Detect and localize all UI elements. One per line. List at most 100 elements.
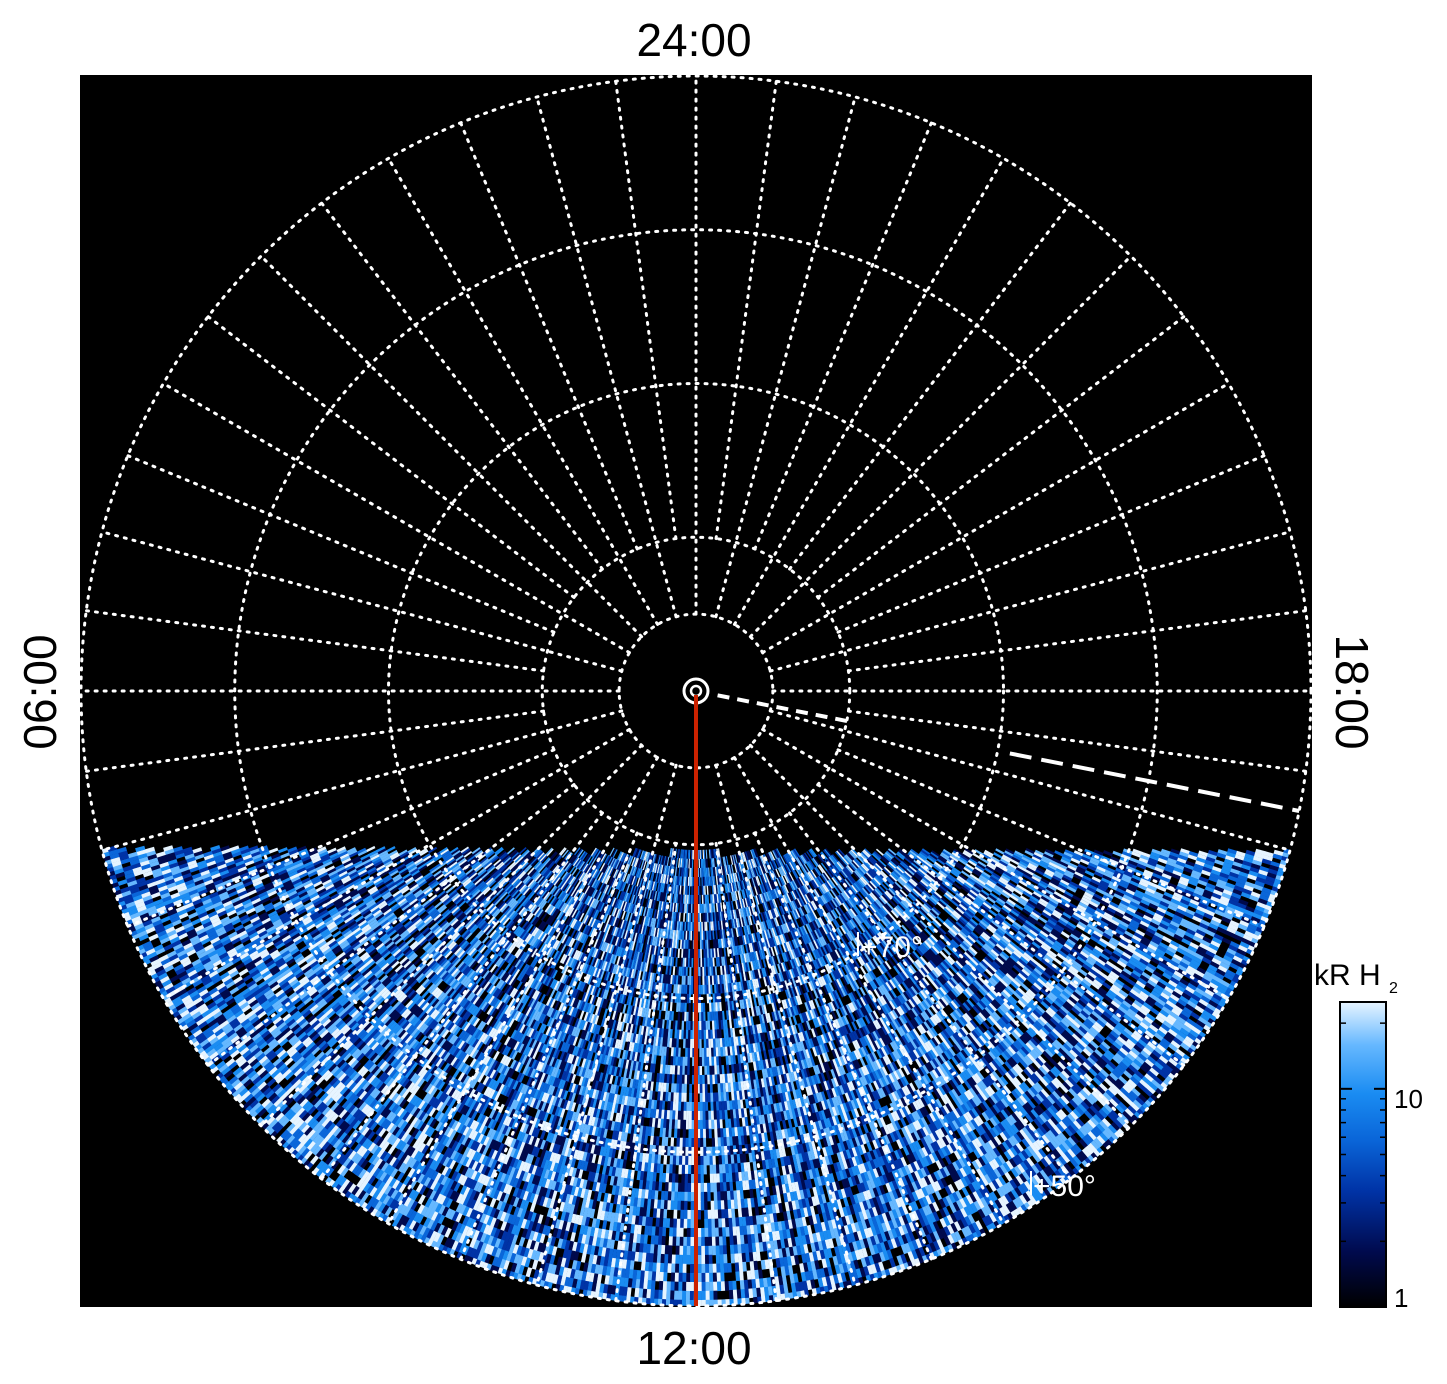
emission-cell bbox=[1213, 889, 1224, 897]
emission-cell bbox=[1098, 860, 1109, 868]
emission-cell bbox=[1043, 851, 1054, 858]
emission-cell bbox=[1211, 936, 1223, 945]
emission-cell bbox=[1079, 880, 1090, 887]
emission-cell bbox=[1111, 875, 1122, 883]
emission-cell bbox=[1054, 870, 1065, 878]
emission-cell bbox=[1136, 863, 1147, 870]
emission-cell bbox=[1141, 896, 1152, 904]
emission-cell bbox=[1184, 911, 1195, 920]
emission-cell bbox=[1234, 854, 1245, 861]
emission-cell bbox=[1116, 887, 1126, 895]
emission-cell bbox=[1157, 925, 1168, 934]
emission-cell bbox=[1183, 866, 1194, 874]
emission-cell bbox=[1200, 919, 1211, 927]
emission-cell bbox=[1171, 917, 1182, 925]
emission-cell bbox=[1176, 857, 1187, 865]
emission-cell bbox=[1224, 885, 1235, 893]
emission-cell bbox=[1187, 879, 1198, 887]
emission-cell bbox=[1173, 933, 1184, 942]
emission-cell bbox=[1158, 903, 1169, 911]
emission-cell bbox=[1196, 857, 1207, 864]
emission-cell bbox=[1122, 873, 1133, 881]
emission-cell bbox=[1241, 864, 1252, 871]
emission-cell bbox=[1205, 856, 1216, 863]
emission-cell bbox=[1167, 904, 1178, 912]
emission-cell bbox=[1221, 937, 1232, 945]
emission-cell bbox=[1145, 863, 1156, 871]
emission-cell bbox=[1074, 871, 1084, 878]
emission-cell bbox=[1189, 922, 1200, 930]
emission-cell bbox=[1128, 860, 1139, 867]
emission-cell bbox=[1253, 909, 1264, 917]
emission-cell bbox=[1198, 922, 1209, 930]
emission-cell bbox=[1221, 916, 1232, 924]
emission-cell bbox=[1256, 901, 1267, 909]
emission-cell bbox=[1267, 868, 1279, 876]
emission-cell bbox=[1150, 918, 1161, 927]
emission-cell bbox=[1162, 870, 1173, 877]
emission-cell bbox=[1033, 851, 1044, 859]
emission-cell bbox=[1130, 877, 1141, 885]
emission-cell bbox=[1202, 866, 1213, 874]
emission-cell bbox=[1272, 853, 1283, 861]
emission-cell bbox=[1220, 868, 1231, 876]
emission-cell bbox=[1259, 865, 1270, 873]
emission-cell bbox=[1242, 888, 1253, 896]
emission-cell bbox=[1140, 878, 1150, 885]
emission-cell bbox=[1155, 909, 1166, 917]
emission-cell bbox=[1149, 921, 1160, 930]
emission-cell bbox=[1192, 892, 1203, 900]
emission-cell bbox=[1223, 954, 1234, 963]
emission-cell bbox=[1247, 874, 1258, 881]
emission-cell bbox=[1259, 894, 1270, 902]
emission-cell bbox=[1137, 860, 1148, 867]
emission-cell bbox=[1239, 867, 1251, 875]
emission-cell bbox=[1082, 853, 1092, 861]
emission-cell bbox=[1262, 854, 1273, 862]
emission-cell bbox=[1197, 902, 1209, 910]
emission-cell bbox=[1093, 893, 1104, 901]
emission-cell bbox=[1150, 875, 1161, 883]
emission-cell bbox=[1184, 889, 1195, 897]
emission-cell bbox=[1046, 866, 1057, 874]
emission-cell bbox=[1205, 929, 1216, 938]
emission-cell bbox=[1152, 894, 1163, 902]
emission-cell bbox=[1195, 929, 1206, 937]
emission-cell bbox=[1198, 942, 1210, 951]
emission-cell bbox=[1253, 855, 1264, 863]
emission-cell bbox=[1128, 883, 1138, 890]
emission-cell bbox=[1134, 868, 1145, 876]
emission-cell bbox=[1169, 851, 1180, 858]
emission-cell bbox=[1194, 932, 1205, 940]
emission-cell bbox=[1179, 921, 1190, 929]
emission-cell bbox=[1117, 905, 1128, 913]
emission-cell bbox=[1082, 875, 1093, 882]
emission-cell bbox=[1193, 863, 1204, 871]
emission-cell bbox=[1224, 951, 1235, 960]
emission-cell bbox=[1195, 909, 1206, 917]
emission-cell bbox=[1185, 908, 1196, 916]
emission-cell bbox=[1085, 889, 1096, 897]
emission-cell bbox=[1104, 869, 1115, 877]
emission-cell bbox=[1214, 909, 1225, 917]
emission-cell bbox=[1235, 906, 1246, 914]
emission-cell bbox=[1208, 923, 1219, 931]
emission-cell bbox=[1081, 856, 1091, 863]
emission-cell bbox=[1264, 879, 1275, 887]
emission-cell bbox=[1151, 897, 1162, 905]
emission-cell bbox=[1230, 868, 1241, 875]
emission-cell bbox=[1167, 882, 1178, 890]
emission-cell bbox=[1093, 849, 1104, 856]
emission-cell bbox=[1153, 912, 1164, 921]
emission-cell bbox=[1242, 860, 1253, 868]
emission-cell bbox=[1075, 868, 1086, 876]
emission-cell bbox=[1098, 882, 1109, 890]
emission-cell bbox=[1068, 862, 1079, 869]
emission-cell bbox=[1104, 891, 1114, 899]
emission-cell bbox=[1169, 901, 1180, 909]
emission-cell bbox=[1211, 916, 1222, 924]
emission-cell bbox=[1078, 882, 1089, 890]
emission-cell bbox=[1224, 930, 1236, 938]
emission-cell bbox=[1186, 928, 1197, 936]
